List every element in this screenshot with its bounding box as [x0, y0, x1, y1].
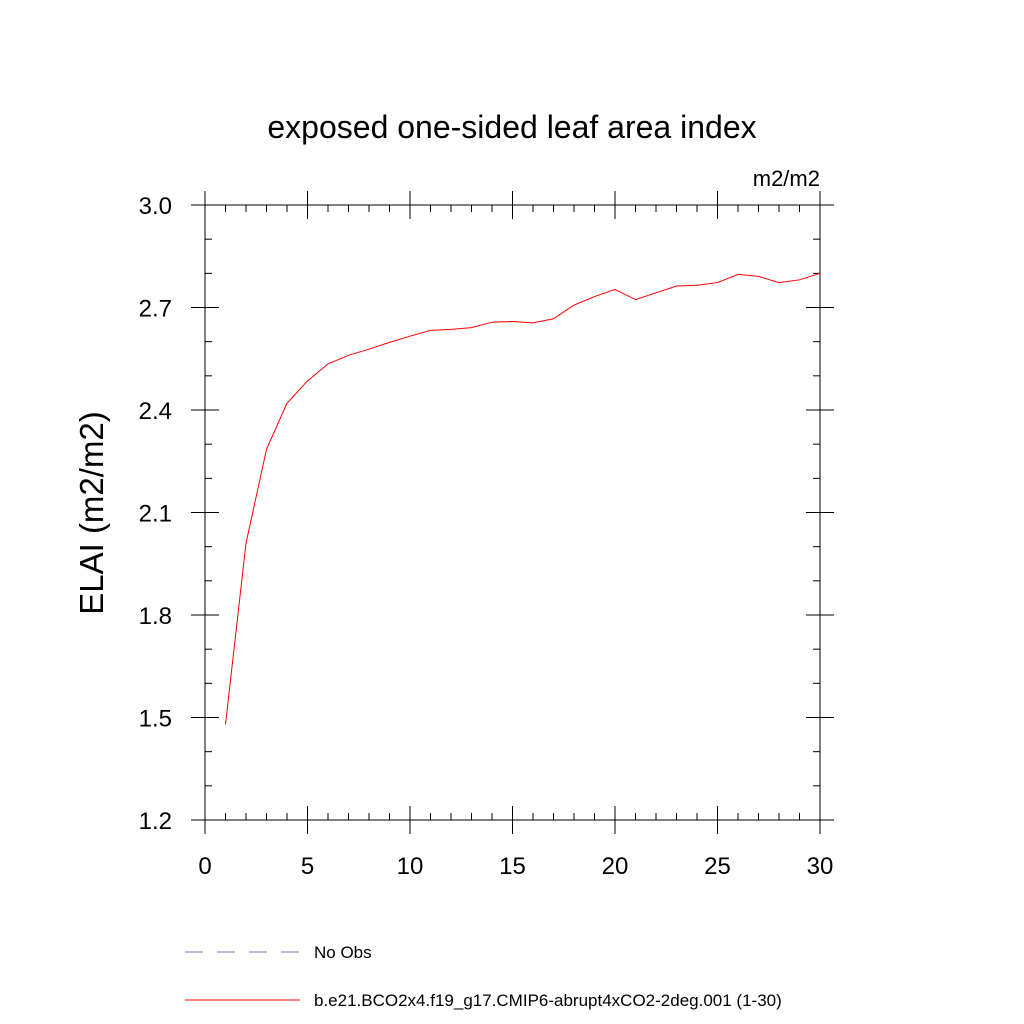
axis-ticks: [191, 191, 834, 834]
y-tick-label: 2.4: [139, 398, 172, 425]
legend: No Obs b.e21.BCO2x4.f19_g17.CMIP6-abrupt4…: [185, 943, 782, 1010]
x-tick-label: 5: [301, 853, 314, 880]
legend-label-1: b.e21.BCO2x4.f19_g17.CMIP6-abrupt4xCO2-2…: [314, 991, 782, 1010]
series-line-1: [225, 272, 821, 725]
legend-label-0: No Obs: [314, 943, 372, 962]
units-label: m2/m2: [753, 166, 820, 191]
y-tick-label: 1.8: [139, 603, 172, 630]
x-tick-label: 15: [499, 853, 526, 880]
data-series: [225, 272, 821, 725]
y-axis-label: ELAI (m2/m2): [73, 411, 110, 615]
x-tick-label: 10: [397, 853, 424, 880]
chart-title: exposed one-sided leaf area index: [267, 109, 756, 145]
x-tick-label: 0: [198, 853, 211, 880]
x-tick-label: 30: [807, 853, 834, 880]
y-tick-label: 3.0: [139, 193, 172, 220]
x-tick-label: 20: [602, 853, 629, 880]
axis-tick-labels: 0 5 10 15 20 25 30 1.2 1.5 1.8 2.1 2.4 2.7 3.0: [139, 193, 834, 880]
y-tick-label: 2.1: [139, 501, 172, 528]
y-tick-label: 1.2: [139, 808, 172, 835]
y-tick-label: 2.7: [139, 296, 172, 323]
x-tick-label: 25: [704, 853, 731, 880]
y-tick-label: 1.5: [139, 706, 172, 733]
